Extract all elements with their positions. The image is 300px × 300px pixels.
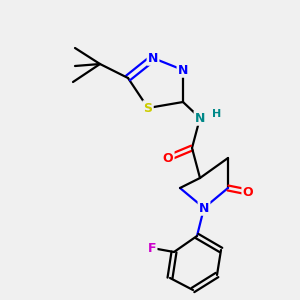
Text: O: O bbox=[163, 152, 173, 164]
Text: F: F bbox=[148, 242, 156, 254]
Text: H: H bbox=[212, 109, 221, 119]
Text: N: N bbox=[178, 64, 188, 76]
Text: N: N bbox=[148, 52, 158, 64]
Text: N: N bbox=[195, 112, 205, 124]
Text: S: S bbox=[143, 101, 152, 115]
Text: N: N bbox=[199, 202, 209, 214]
Text: O: O bbox=[243, 185, 253, 199]
